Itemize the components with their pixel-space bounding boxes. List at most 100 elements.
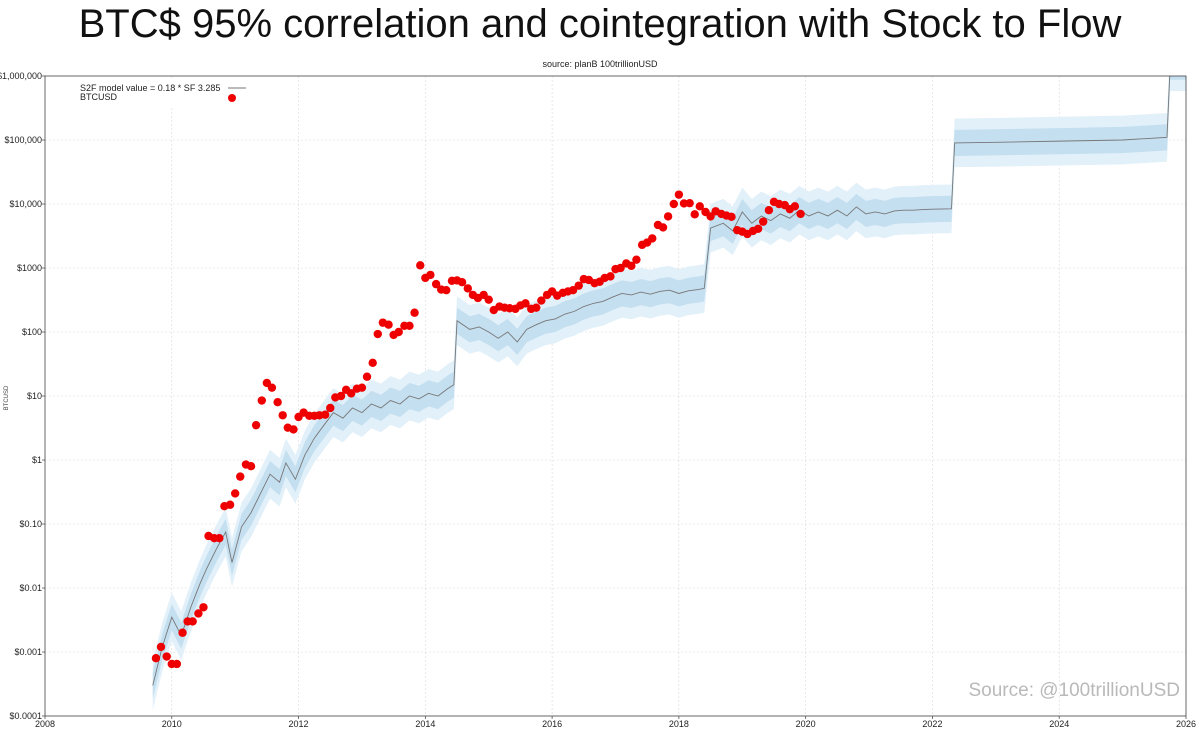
btc-point bbox=[669, 199, 679, 209]
btc-point bbox=[188, 617, 197, 626]
btc-point bbox=[632, 255, 641, 264]
btc-point bbox=[199, 603, 208, 612]
btc-point bbox=[289, 425, 298, 434]
btc-point bbox=[537, 296, 546, 305]
btc-point bbox=[753, 224, 763, 233]
btc-point bbox=[336, 391, 346, 401]
btc-point bbox=[236, 472, 245, 481]
btc-point bbox=[532, 303, 541, 312]
y-tick-label: $0.0001 bbox=[9, 711, 42, 721]
btc-point bbox=[326, 403, 335, 413]
btc-point bbox=[368, 358, 377, 368]
y-tick-label: $100,000 bbox=[4, 135, 42, 145]
btc-point bbox=[685, 198, 694, 208]
btc-point bbox=[230, 489, 240, 498]
btc-point bbox=[215, 533, 224, 543]
x-tick-label: 2020 bbox=[796, 719, 816, 729]
y-tick-label: $10 bbox=[27, 391, 42, 401]
btc-point bbox=[178, 628, 187, 637]
x-tick-label: 2026 bbox=[1176, 719, 1196, 729]
y-tick-label: $0.10 bbox=[19, 519, 42, 529]
legend-btc-swatch bbox=[228, 94, 236, 102]
watermark: Source: @100trillionUSD bbox=[968, 680, 1181, 701]
btc-point bbox=[521, 299, 530, 308]
btc-point bbox=[394, 327, 403, 337]
y-tick-label: $0.01 bbox=[19, 583, 42, 593]
y-tick-label: $0.001 bbox=[14, 647, 42, 657]
legend-box bbox=[78, 80, 248, 106]
btc-point bbox=[362, 372, 372, 381]
y-tick-label: $1,000,000 bbox=[0, 71, 42, 81]
btc-point bbox=[457, 277, 467, 287]
y-axis-label: BTCUSD bbox=[4, 385, 10, 410]
btc-point bbox=[278, 411, 287, 420]
x-tick-label: 2010 bbox=[162, 719, 182, 729]
btc-point bbox=[695, 202, 705, 211]
btc-point bbox=[194, 609, 203, 618]
btc-point bbox=[484, 295, 493, 304]
axes: 2008 2010 2012 2014 2016 2018 2020 2022 2024 2026… bbox=[0, 71, 1196, 729]
btc-point bbox=[790, 202, 800, 211]
x-tick-label: 2008 bbox=[35, 719, 55, 729]
btc-point bbox=[431, 279, 441, 289]
x-tick-label: 2024 bbox=[1049, 719, 1069, 729]
btc-point bbox=[162, 652, 171, 661]
btc-point bbox=[627, 261, 636, 271]
chart-subtitle: source: planB 100trillionUSD bbox=[542, 59, 658, 69]
btc-point bbox=[273, 398, 282, 407]
btc-point bbox=[384, 320, 393, 329]
btc-point bbox=[674, 190, 684, 199]
y-tick-label: $1 bbox=[32, 455, 42, 465]
btc-point bbox=[658, 223, 668, 232]
btc-point bbox=[796, 209, 805, 219]
btc-point bbox=[156, 642, 166, 652]
x-tick-label: 2012 bbox=[289, 719, 309, 729]
btc-point bbox=[172, 659, 182, 669]
btc-point bbox=[616, 263, 625, 273]
btc-point bbox=[416, 261, 425, 270]
chart-title: BTC$ 95% correlation and cointegration w… bbox=[78, 2, 1122, 46]
x-tick-label: 2014 bbox=[415, 719, 435, 729]
btc-point bbox=[606, 272, 615, 281]
btc-point bbox=[346, 389, 356, 398]
legend-model-label: S2F model value = 0.18 * SF 3.285 bbox=[80, 83, 220, 93]
btc-point bbox=[442, 285, 451, 295]
legend-btc-label: BTCUSD bbox=[80, 92, 118, 102]
btc-point bbox=[568, 285, 578, 295]
model-line-layer bbox=[152, 76, 1171, 686]
btc-point bbox=[463, 284, 473, 293]
grid bbox=[44, 75, 1187, 717]
btc-point bbox=[320, 410, 330, 419]
btc-point bbox=[690, 210, 699, 219]
btc-point bbox=[706, 212, 715, 221]
plot-frame bbox=[44, 75, 1187, 717]
btc-point bbox=[758, 217, 768, 226]
x-tick-label: 2016 bbox=[542, 719, 562, 729]
btc-point bbox=[764, 206, 774, 215]
btc-point bbox=[267, 383, 277, 392]
btc-point bbox=[225, 500, 235, 509]
btc-point bbox=[251, 420, 261, 430]
btc-point bbox=[151, 654, 161, 663]
model-line bbox=[152, 76, 1171, 686]
btc-point bbox=[574, 281, 583, 290]
model-band-inner bbox=[152, 76, 1186, 699]
btc-point bbox=[246, 462, 256, 471]
btc-point bbox=[727, 212, 736, 222]
btc-point bbox=[648, 234, 657, 243]
btc-point bbox=[373, 329, 382, 339]
btc-point bbox=[410, 308, 419, 317]
btc-point bbox=[663, 212, 673, 221]
x-tick-label: 2018 bbox=[669, 719, 689, 729]
y-tick-label: $10,000 bbox=[9, 199, 42, 209]
btc-dots bbox=[151, 190, 805, 669]
x-tick-label: 2022 bbox=[922, 719, 942, 729]
btc-point bbox=[257, 396, 266, 405]
btc-point bbox=[357, 383, 367, 392]
y-tick-label: $100 bbox=[22, 327, 42, 337]
btc-point bbox=[405, 321, 414, 330]
btc-point bbox=[426, 270, 435, 280]
legend: S2F model value = 0.18 * SF 3.285 BTCUSD bbox=[78, 80, 248, 106]
model-band bbox=[152, 76, 1186, 710]
